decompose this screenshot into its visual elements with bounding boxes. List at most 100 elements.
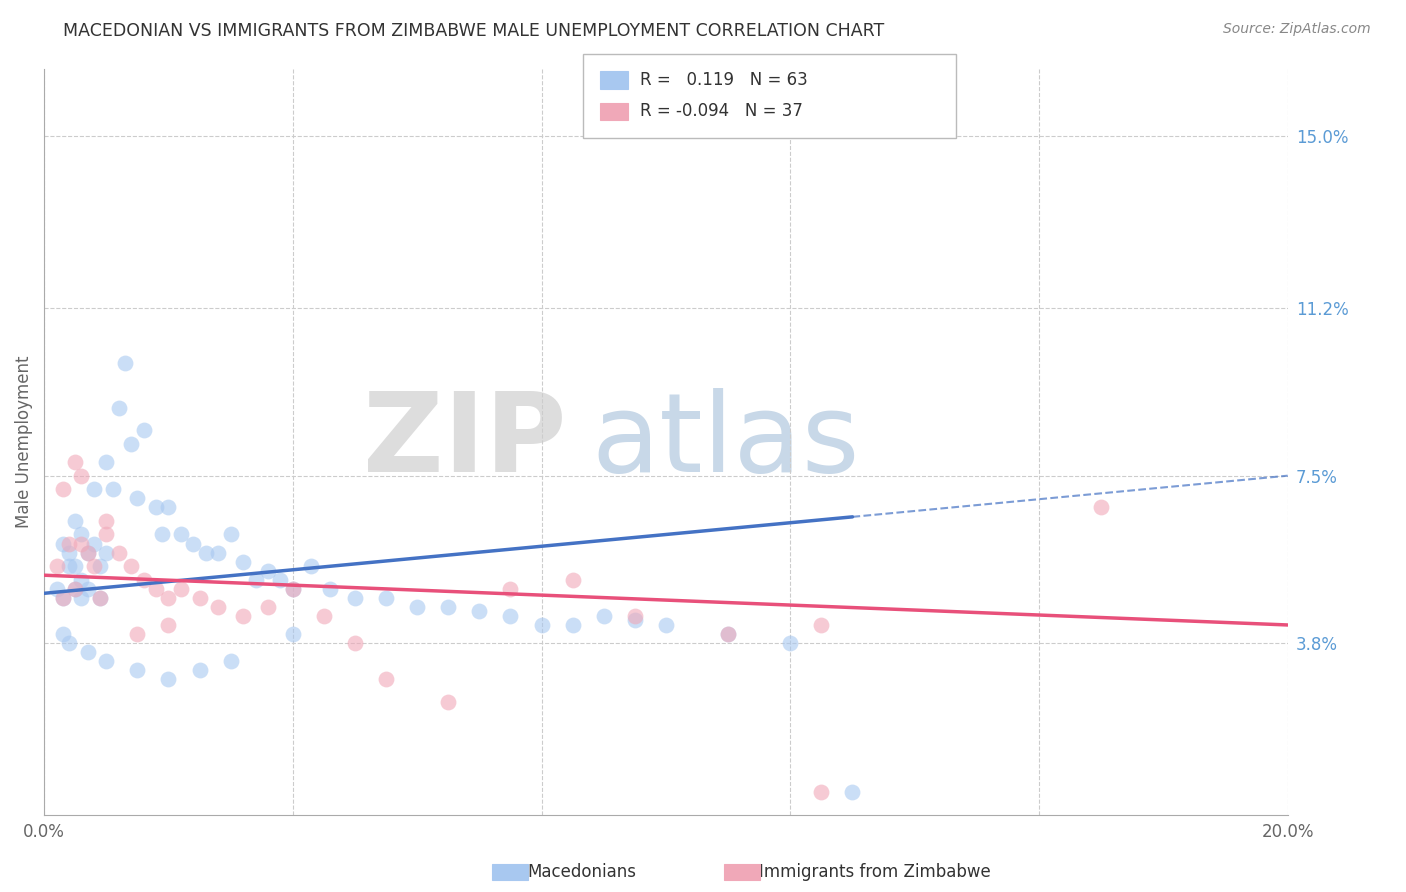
Point [592,609,614,624]
Point [132,573,155,587]
Point [344,591,367,605]
Point [63,514,86,528]
Point [83,536,105,550]
Point [810,785,832,799]
Point [561,618,583,632]
Text: MACEDONIAN VS IMMIGRANTS FROM ZIMBABWE MALE UNEMPLOYMENT CORRELATION CHART: MACEDONIAN VS IMMIGRANTS FROM ZIMBABWE M… [63,22,884,40]
Point [96,455,118,469]
Point [52,627,75,641]
Point [232,609,254,624]
Point [45,582,67,596]
Point [717,627,740,641]
Point [157,673,180,687]
Point [170,582,193,596]
Point [301,559,323,574]
Point [58,636,80,650]
Point [145,500,167,515]
Point [127,491,149,506]
Text: Source: ZipAtlas.com: Source: ZipAtlas.com [1223,22,1371,37]
Point [157,500,180,515]
Text: Immigrants from Zimbabwe: Immigrants from Zimbabwe [759,863,991,881]
Point [194,545,217,559]
Point [120,437,142,451]
Point [58,559,80,574]
Point [76,645,98,659]
Point [76,545,98,559]
Point [207,599,229,614]
Point [145,582,167,596]
Text: R = -0.094   N = 37: R = -0.094 N = 37 [640,103,803,120]
Point [624,614,647,628]
Point [52,482,75,496]
Point [257,599,280,614]
Point [63,582,86,596]
Point [188,591,211,605]
Point [157,591,180,605]
Point [281,627,304,641]
Point [150,527,173,541]
Point [101,482,124,496]
Text: atlas: atlas [592,388,860,495]
Point [58,536,80,550]
Point [1090,500,1112,515]
Point [76,545,98,559]
Point [245,573,267,587]
Point [89,591,111,605]
Point [96,514,118,528]
Point [127,627,149,641]
Point [63,582,86,596]
Point [120,559,142,574]
Point [375,591,398,605]
Point [257,564,280,578]
Point [132,424,155,438]
Point [312,609,335,624]
Point [89,559,111,574]
Point [406,599,429,614]
Point [89,591,111,605]
Point [281,582,304,596]
Point [810,618,832,632]
Y-axis label: Male Unemployment: Male Unemployment [15,356,32,528]
Point [70,591,93,605]
Point [96,527,118,541]
Point [96,654,118,668]
Point [841,785,863,799]
Text: R =   0.119   N = 63: R = 0.119 N = 63 [640,71,807,89]
Point [437,599,460,614]
Point [96,545,118,559]
Point [319,582,342,596]
Point [437,695,460,709]
Text: ZIP: ZIP [363,388,567,495]
Text: Macedonians: Macedonians [527,863,637,881]
Point [188,663,211,677]
Point [232,555,254,569]
Point [157,618,180,632]
Point [70,573,93,587]
Point [499,582,522,596]
Point [375,673,398,687]
Point [45,559,67,574]
Point [219,654,242,668]
Point [52,591,75,605]
Point [183,536,205,550]
Point [655,618,678,632]
Point [58,545,80,559]
Point [127,663,149,677]
Point [70,527,93,541]
Point [170,527,193,541]
Point [76,582,98,596]
Point [107,401,129,415]
Point [624,609,647,624]
Point [63,455,86,469]
Point [281,582,304,596]
Point [468,604,491,618]
Point [70,468,93,483]
Point [107,545,129,559]
Point [499,609,522,624]
Point [83,482,105,496]
Point [52,536,75,550]
Point [530,618,553,632]
Point [561,573,583,587]
Point [779,636,801,650]
Point [717,627,740,641]
